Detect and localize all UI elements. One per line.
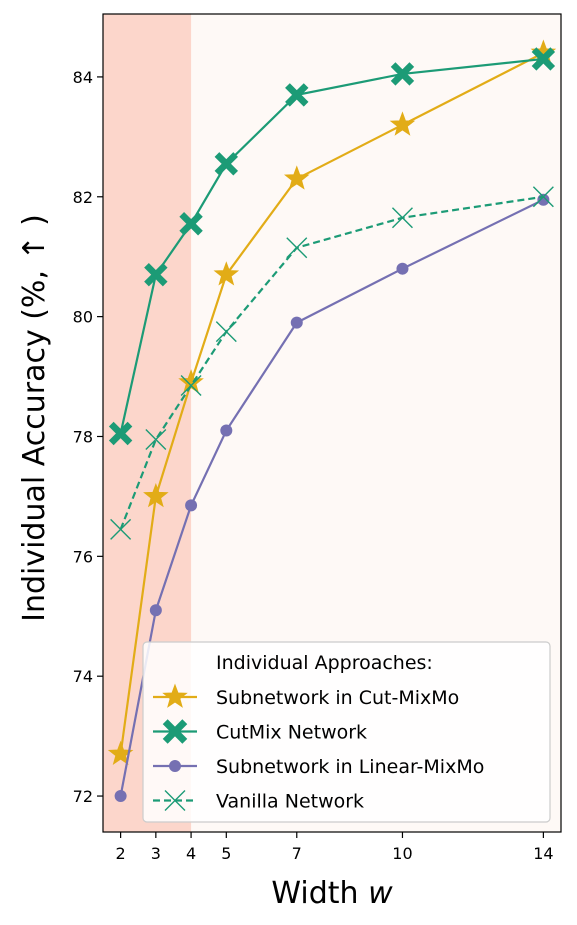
series-3 xyxy=(114,193,550,803)
plot-frame xyxy=(102,13,562,833)
data-point xyxy=(537,193,550,206)
legend-marker xyxy=(162,719,188,744)
data-point xyxy=(179,212,203,236)
data-point xyxy=(145,428,167,450)
data-point xyxy=(389,111,416,136)
data-point xyxy=(110,518,132,540)
legend-marker xyxy=(164,790,186,811)
x-axis-label-variable: w xyxy=(368,876,393,911)
y-tick-label: 76 xyxy=(73,547,93,566)
legend-label: CutMix Network xyxy=(216,722,367,744)
axes-layer: 72 74 76 78 80 82 84 2 3 4 5 7 10 14 xyxy=(73,13,562,863)
data-point xyxy=(531,47,556,71)
legend-entry: Vanilla Network xyxy=(153,790,364,813)
series-2 xyxy=(108,47,556,446)
x-tick-label: 14 xyxy=(533,844,553,863)
series-1 xyxy=(107,39,557,765)
x-tick-label: 7 xyxy=(292,844,302,863)
legend-label: Vanilla Network xyxy=(216,791,364,813)
x-tick-label: 10 xyxy=(392,844,412,863)
y-tick-label: 72 xyxy=(73,787,93,806)
legend-label: Subnetwork in Linear-MixMo xyxy=(216,756,484,778)
data-point xyxy=(108,421,133,446)
legend: Individual Approaches: Subnetwork in Cut-… xyxy=(142,641,551,823)
data-point xyxy=(144,262,168,287)
data-point xyxy=(114,790,127,803)
y-tick-label: 84 xyxy=(73,68,93,87)
legend-entry: CutMix Network xyxy=(153,719,367,744)
legend-box xyxy=(142,641,551,823)
data-point xyxy=(213,261,240,286)
y-axis-label: Individual Accuracy (%, ↑ ) xyxy=(17,214,52,622)
series-4 xyxy=(110,186,554,540)
data-point xyxy=(180,375,202,397)
legend-label: Subnetwork in Cut-MixMo xyxy=(216,687,459,709)
y-tick-label: 80 xyxy=(73,308,93,327)
data-point xyxy=(390,62,415,86)
data-point xyxy=(285,83,309,107)
data-point xyxy=(149,604,162,617)
x-axis-label-text: Width xyxy=(271,876,368,911)
data-point xyxy=(143,482,169,508)
y-tick-label: 74 xyxy=(73,667,93,686)
y-tick-label: 82 xyxy=(73,188,93,207)
x-tick-label: 4 xyxy=(186,844,196,863)
data-point xyxy=(286,237,308,259)
data-point xyxy=(185,499,198,512)
data-point xyxy=(290,316,303,329)
legend-entry: Subnetwork in Cut-MixMo xyxy=(153,683,459,709)
legend-entry: Subnetwork in Linear-MixMo xyxy=(153,756,484,778)
y-tick-label: 78 xyxy=(73,427,93,446)
data-point xyxy=(215,321,237,343)
series-layer xyxy=(107,39,557,803)
data-point xyxy=(391,207,413,229)
x-tick-label: 3 xyxy=(151,844,161,863)
x-tick-label: 5 xyxy=(221,844,231,863)
data-point xyxy=(283,165,310,190)
data-point xyxy=(396,262,409,275)
data-point xyxy=(214,152,239,176)
data-point xyxy=(532,186,554,208)
data-point xyxy=(220,424,233,437)
legend-marker xyxy=(169,760,181,772)
legend-marker xyxy=(162,683,188,708)
x-axis-label: Width w xyxy=(271,876,393,911)
legend-title: Individual Approaches: xyxy=(216,652,433,674)
x-tick-label: 2 xyxy=(116,844,126,863)
